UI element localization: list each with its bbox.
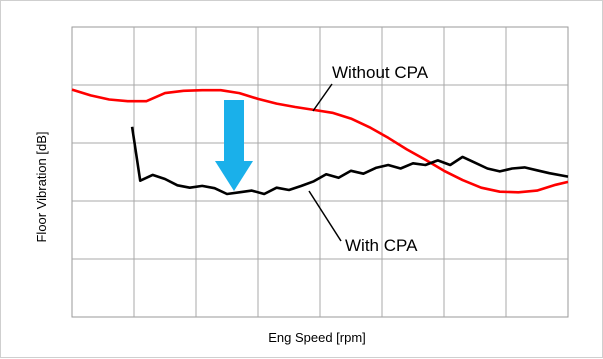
series-layer	[71, 88, 569, 196]
with-cpa-annotation: With CPA	[345, 236, 418, 255]
reduction-arrow-head	[215, 161, 253, 191]
without-cpa-annotation: Without CPA	[332, 63, 429, 82]
with-cpa-leader-line	[308, 190, 342, 242]
without-cpa-series-line	[71, 88, 569, 194]
grid-lines	[72, 27, 568, 317]
y-axis-label: Floor Vibration [dB]	[34, 131, 49, 242]
x-axis-label: Eng Speed [rpm]	[268, 330, 366, 345]
without-cpa-leader-line	[312, 83, 333, 112]
reduction-arrow	[215, 100, 253, 191]
reduction-arrow-shaft	[224, 100, 244, 162]
with-cpa-series-line	[130, 126, 569, 196]
